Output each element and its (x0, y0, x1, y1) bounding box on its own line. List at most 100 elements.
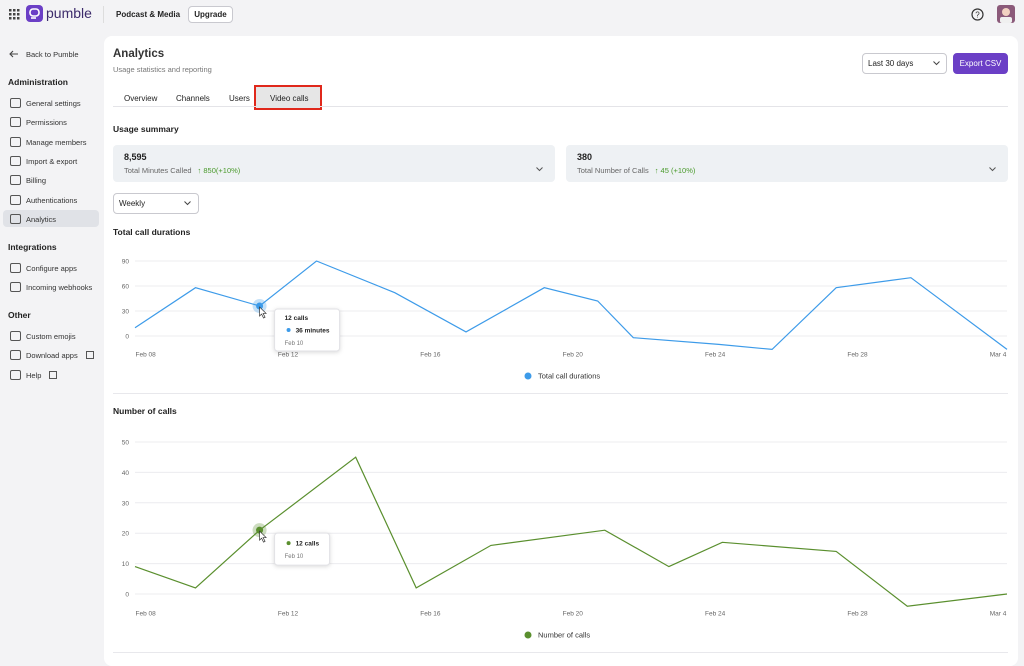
item-icon (10, 350, 21, 361)
tab[interactable]: Overview (124, 94, 158, 103)
page-subtitle: Usage statistics and reporting (113, 65, 212, 74)
x-tick-label: Feb 12 (278, 352, 299, 359)
tooltip-value: 36 minutes (296, 328, 330, 335)
x-tick-label: Feb 24 (705, 611, 726, 618)
sidebar-item[interactable]: Authentications (26, 195, 78, 205)
item-icon (10, 263, 21, 273)
tooltip-date: Feb 10 (285, 554, 304, 560)
tooltip (274, 308, 341, 352)
chevron (933, 61, 940, 66)
tab-highlight (254, 85, 322, 110)
chevron (184, 201, 191, 206)
x-tick-label: Feb 16 (420, 611, 441, 618)
item-icon (10, 194, 21, 205)
x-tick-label: Feb 08 (136, 611, 157, 618)
x-tick-label: Feb 28 (847, 352, 868, 359)
item-icon (10, 98, 21, 108)
sidebar-item[interactable]: Permissions (26, 118, 67, 128)
item-icon (10, 175, 21, 186)
item-icon (10, 155, 21, 166)
tooltip-dot (286, 541, 291, 546)
sidebar-item[interactable]: Incoming webhooks (26, 283, 93, 293)
export-button[interactable]: Export CSV (953, 53, 1008, 74)
range-label: Last 30 days (868, 59, 914, 68)
x-tick-label: Feb 24 (705, 352, 726, 359)
sidebar-item[interactable]: Help (26, 370, 42, 380)
period-label: Weekly (119, 199, 146, 208)
chart-title: Total call durations (113, 227, 191, 237)
sidebar-section-title: Other (8, 310, 31, 320)
card-label: Total Number of Calls ↑ 45 (+10%) (577, 166, 695, 175)
x-tick-label: Feb 28 (847, 611, 868, 618)
chevron (989, 167, 996, 172)
tooltip-date: Feb 10 (285, 341, 304, 347)
period-select[interactable]: Weekly (113, 193, 199, 214)
card-change-value: 850(+10%) (203, 166, 241, 175)
section-divider (113, 393, 1008, 394)
tab[interactable]: Users (229, 94, 250, 103)
legend-label: Total call durations (538, 372, 600, 381)
external-icon (49, 370, 57, 379)
active-item-bg (3, 209, 99, 227)
item-icon (10, 369, 21, 380)
sidebar-item[interactable]: Billing (26, 176, 47, 186)
sidebar-item[interactable]: General settings (26, 99, 81, 108)
card-label-text: Total Minutes Called (124, 166, 192, 175)
summary-card[interactable]: 8,595 Total Minutes Called ↑ 850(+10%) (113, 145, 555, 182)
section-divider (113, 652, 1008, 653)
series-line (134, 260, 1008, 351)
sidebar-item[interactable]: Manage members (26, 137, 87, 147)
y-tick-label: 50 (122, 440, 130, 447)
series-line (134, 456, 1008, 607)
y-tick-label: 60 (122, 284, 130, 291)
tooltip-title: 12 calls (285, 315, 309, 322)
y-tick-label: 0 (125, 592, 129, 599)
tab-active[interactable]: Video calls (270, 94, 309, 103)
summary-card[interactable]: 380 Total Number of Calls ↑ 45 (+10%) (566, 145, 1008, 182)
apps-icon[interactable] (9, 9, 20, 20)
x-tick-label: Feb 12 (278, 611, 299, 618)
x-tick-label: Feb 20 (563, 611, 584, 618)
chart-title: Number of calls (113, 406, 177, 416)
sidebar-section-title: Integrations (8, 242, 57, 252)
section-title: Usage summary (113, 124, 179, 134)
back-link[interactable]: Back to Pumble (26, 50, 79, 59)
main-panel (104, 36, 1018, 666)
chevron (536, 167, 543, 172)
card-change-value: 45 (+10%) (660, 166, 696, 175)
legend-marker (524, 631, 532, 639)
page-title: Analytics (113, 48, 165, 60)
sidebar-item[interactable]: Configure apps (26, 264, 77, 273)
card-change: ↑ 45 (+10%) (654, 166, 696, 175)
card-value: 8,595 (124, 152, 147, 162)
tab[interactable]: Channels (176, 94, 210, 103)
brand: pumble (46, 5, 92, 21)
legend-label: Number of calls (538, 631, 590, 640)
sidebar-item[interactable]: Download apps (26, 351, 78, 361)
sidebar-item[interactable]: Import & export (26, 156, 78, 166)
sidebar-section-title: Administration (8, 77, 68, 87)
tabs-divider (113, 106, 1008, 107)
x-tick-label: Feb 16 (420, 352, 441, 359)
svg-text:?: ? (975, 11, 980, 20)
range-select[interactable]: Last 30 days (862, 53, 947, 74)
sidebar-item[interactable]: Analytics (26, 214, 57, 224)
workspace-name[interactable]: Podcast & Media (116, 10, 181, 19)
y-tick-label: 30 (122, 309, 130, 316)
sidebar-item[interactable]: Custom emojis (26, 332, 76, 341)
logo[interactable] (26, 5, 43, 22)
y-tick-label: 40 (122, 470, 130, 477)
item-icon (10, 331, 21, 341)
avatar[interactable] (997, 5, 1015, 23)
item-icon (10, 136, 21, 147)
help-icon[interactable]: ? (971, 8, 984, 21)
y-tick-label: 20 (122, 531, 130, 538)
divider (103, 6, 104, 23)
x-tick-label: Feb 08 (136, 352, 157, 359)
card-label: Total Minutes Called ↑ 850(+10%) (124, 166, 240, 175)
upgrade-button[interactable]: Upgrade (188, 6, 233, 23)
x-tick-label: Mar 4 (990, 611, 1007, 618)
